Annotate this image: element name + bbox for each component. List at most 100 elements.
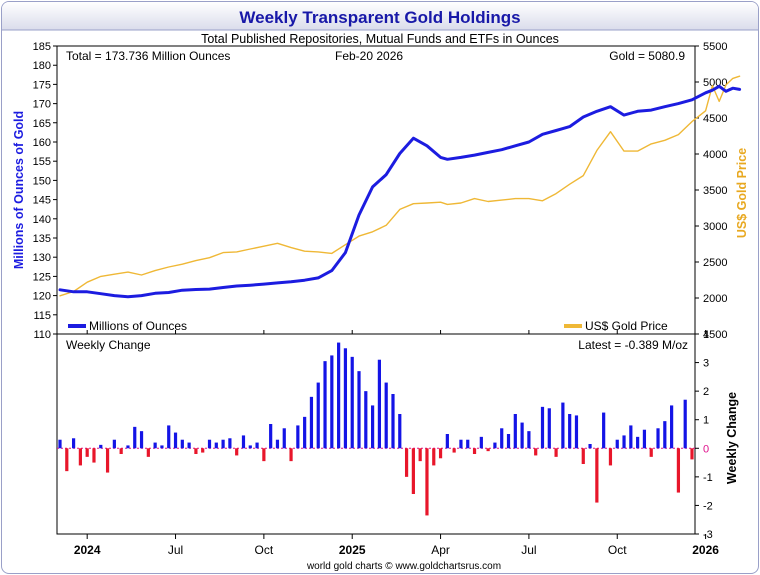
holdings-lines bbox=[58, 75, 742, 299]
left-axis-tick-label: 160 bbox=[33, 137, 51, 149]
weekly-change-bar bbox=[337, 342, 341, 449]
left-axis-tick-label: 150 bbox=[33, 175, 51, 187]
weekly-change-bar bbox=[296, 425, 300, 449]
left-axis-tick-label: 175 bbox=[33, 79, 51, 91]
weekly-change-bar bbox=[371, 405, 375, 449]
weekly-change-bar bbox=[534, 448, 538, 456]
left-axis-tick-label: 180 bbox=[33, 60, 51, 72]
weekly-change-bar bbox=[173, 432, 178, 449]
weekly-change-bar bbox=[452, 448, 456, 453]
weekly-change-title: Weekly Change bbox=[66, 338, 151, 352]
left-axis-tick-label: 140 bbox=[33, 214, 51, 226]
lower-axis-tick-label: 2 bbox=[703, 386, 709, 398]
x-axis-tick-label: 2024 bbox=[74, 543, 101, 557]
right-axis-tick-label: 1500 bbox=[703, 329, 727, 341]
weekly-change-bar bbox=[316, 382, 320, 449]
weekly-change-bar bbox=[608, 448, 613, 466]
weekly-change-bar bbox=[520, 422, 524, 449]
legend-gold-label: US$ Gold Price bbox=[585, 319, 668, 333]
weekly-change-bar bbox=[71, 438, 76, 449]
weekly-change-bar bbox=[540, 406, 545, 449]
weekly-change-bar bbox=[425, 448, 429, 516]
upper-panel bbox=[56, 45, 696, 335]
weekly-change-bar bbox=[92, 448, 96, 463]
weekly-change-bar bbox=[690, 448, 694, 460]
footer-credit: world gold charts © www.goldchartsrus.co… bbox=[306, 561, 501, 572]
weekly-change-bar bbox=[656, 428, 660, 449]
weekly-change-bar bbox=[330, 355, 334, 449]
axes: 1101151201251301351401451501551601651701… bbox=[33, 41, 728, 557]
weekly-change-bar bbox=[214, 442, 218, 449]
weekly-change-bar bbox=[78, 448, 82, 466]
weekly-change-bar bbox=[629, 425, 633, 449]
left-axis-tick-label: 135 bbox=[33, 233, 51, 245]
left-axis-title: Millions of Ounces of Gold bbox=[12, 111, 26, 269]
right-axis-tick-label: 5000 bbox=[703, 77, 727, 89]
weekly-change-bar bbox=[391, 394, 395, 449]
weekly-change-bar bbox=[146, 448, 150, 457]
chart-title: Weekly Transparent Gold Holdings bbox=[239, 8, 520, 27]
weekly-change-bar bbox=[581, 448, 585, 464]
weekly-change-bar bbox=[180, 439, 184, 449]
weekly-change-bar bbox=[99, 444, 103, 449]
weekly-change-bar bbox=[248, 445, 252, 449]
left-axis-tick-label: 145 bbox=[33, 195, 51, 207]
lower-axis-tick-label: 0 bbox=[703, 443, 709, 455]
lower-axis-tick-label: 4 bbox=[703, 329, 709, 341]
left-axis-tick-label: 170 bbox=[33, 99, 51, 111]
weekly-change-bar bbox=[221, 439, 225, 449]
weekly-change-bar bbox=[133, 426, 137, 449]
left-axis-tick-label: 115 bbox=[33, 310, 51, 322]
chart-subtitle: Total Published Repositories, Mutual Fun… bbox=[201, 32, 559, 46]
weekly-change-bar bbox=[636, 436, 640, 449]
weekly-change-bar bbox=[513, 414, 517, 449]
weekly-change-bar bbox=[384, 382, 388, 449]
weekly-change-bar bbox=[364, 391, 368, 449]
weekly-change-bar bbox=[602, 412, 606, 449]
weekly-change-bar bbox=[119, 448, 123, 454]
weekly-change-bar bbox=[350, 356, 354, 449]
weekly-change-bar bbox=[500, 428, 504, 449]
weekly-change-bar bbox=[167, 425, 171, 449]
weekly-change-bar bbox=[241, 435, 246, 449]
weekly-change-bar bbox=[112, 439, 116, 449]
x-axis-tick-label: Oct bbox=[255, 543, 274, 557]
holdings-line bbox=[58, 84, 742, 299]
weekly-change-bar bbox=[357, 371, 361, 449]
weekly-change-bar bbox=[506, 434, 511, 449]
weekly-change-bar bbox=[404, 448, 409, 477]
weekly-change-bar bbox=[676, 448, 681, 493]
lower-axis-tick-label: -1 bbox=[703, 472, 713, 484]
weekly-change-bar bbox=[615, 439, 619, 449]
lower-axis-tick-label: 3 bbox=[703, 358, 709, 370]
total-label: Total = 173.736 Million Ounces bbox=[66, 49, 230, 63]
right-axis-title: US$ Gold Price bbox=[735, 148, 749, 238]
weekly-change-bar bbox=[194, 448, 198, 454]
x-axis-tick-label: 2025 bbox=[339, 543, 366, 557]
lower-axis-title: Weekly Change bbox=[725, 392, 739, 484]
right-axis-tick-label: 2000 bbox=[703, 293, 727, 305]
weekly-change-bar bbox=[561, 402, 565, 449]
weekly-change-bar bbox=[126, 445, 130, 449]
weekly-change-bar bbox=[683, 399, 687, 449]
right-axis-tick-label: 3500 bbox=[703, 185, 727, 197]
left-axis-tick-label: 185 bbox=[33, 41, 51, 53]
right-axis-tick-label: 4000 bbox=[703, 149, 727, 161]
weekly-change-bar bbox=[275, 439, 280, 449]
weekly-change-bar bbox=[187, 442, 191, 449]
weekly-change-bar bbox=[255, 442, 259, 449]
weekly-change-bar bbox=[438, 448, 443, 459]
weekly-change-bar bbox=[642, 429, 647, 449]
date-label: Feb-20 2026 bbox=[335, 49, 403, 63]
weekly-change-bar bbox=[303, 416, 307, 449]
weekly-change-bar bbox=[472, 448, 477, 454]
weekly-change-bar bbox=[228, 438, 232, 449]
legend-holdings-label: Millions of Ounces bbox=[89, 319, 187, 333]
right-axis-tick-label: 2500 bbox=[703, 257, 727, 269]
x-axis-tick-label: Jul bbox=[521, 543, 536, 557]
left-axis-tick-label: 120 bbox=[33, 291, 51, 303]
weekly-change-bar bbox=[309, 396, 314, 449]
weekly-change-bar bbox=[663, 421, 667, 449]
